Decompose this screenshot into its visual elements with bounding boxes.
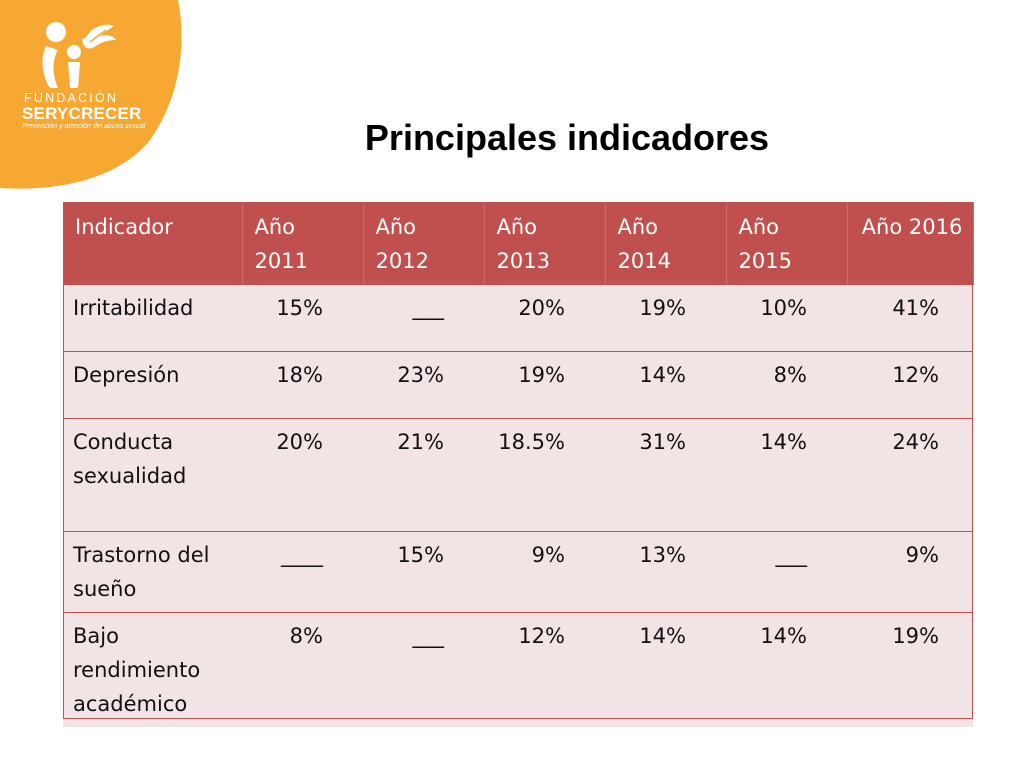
row-label: Bajo rendimiento académico (63, 612, 242, 727)
table-cell: 9% (847, 531, 973, 613)
header-year-2016: Año 2016 (847, 202, 974, 285)
header-year-2011: Año 2011 (242, 202, 364, 285)
table-row: Bajo rendimiento académico 8% ___ 12% 14… (63, 612, 973, 727)
table-cell: 20% (242, 418, 363, 532)
header-year-2012: Año 2012 (363, 202, 485, 285)
row-label: Conducta sexualidad (63, 418, 242, 532)
table-cell: ___ (363, 612, 484, 727)
table-cell: 21% (363, 418, 484, 532)
logo-background-shape (0, 0, 182, 189)
table-cell: 19% (847, 612, 973, 727)
header-indicator: Indicador (63, 202, 243, 285)
logo-name-text: SERYCRECER (22, 104, 142, 123)
table-row: Conducta sexualidad 20% 21% 18.5% 31% 14… (63, 418, 973, 532)
logo-tagline: Prevención y atención del abuso sexual (22, 123, 146, 130)
table-cell: 9% (484, 531, 605, 613)
table-cell: 15% (363, 531, 484, 613)
table-cell: 14% (726, 418, 847, 532)
table-cell: 31% (605, 418, 726, 532)
slide-title: Principales indicadores (364, 117, 770, 158)
header-year-2013: Año 2013 (484, 202, 606, 285)
table-cell: 12% (484, 612, 605, 727)
logo-foundation-text: FUNDACIÓN (24, 91, 119, 105)
table-cell: 41% (847, 284, 973, 352)
table-cell: 19% (484, 351, 605, 419)
table-cell: 8% (726, 351, 847, 419)
table-cell: 24% (847, 418, 973, 532)
row-label: Depresión (63, 351, 242, 419)
table-header-row: Indicador Año 2011 Año 2012 Año 2013 Año… (63, 202, 974, 285)
family-hands-icon (42, 22, 116, 88)
table-cell: ___ (363, 284, 484, 352)
table-cell: 12% (847, 351, 973, 419)
table-cell: 18% (242, 351, 363, 419)
indicators-table: Indicador Año 2011 Año 2012 Año 2013 Año… (63, 202, 974, 727)
table-cell: 18.5% (484, 418, 605, 532)
table-row: Irritabilidad 15% ___ 20% 19% 10% 41% (63, 284, 973, 352)
table-cell: 14% (605, 612, 726, 727)
table-cell: ___ (726, 531, 847, 613)
foundation-logo: FUNDACIÓN SERYCRECER Prevención y atenci… (0, 0, 190, 190)
table-row: Trastorno del sueño ____ 15% 9% 13% ___ … (63, 531, 973, 613)
table-cell: 8% (242, 612, 363, 727)
row-label: Trastorno del sueño (63, 531, 242, 613)
table-cell: ____ (242, 531, 363, 613)
table-cell: 14% (726, 612, 847, 727)
header-year-2014: Año 2014 (605, 202, 727, 285)
header-year-2015: Año 2015 (726, 202, 848, 285)
table-cell: 15% (242, 284, 363, 352)
table-row: Depresión 18% 23% 19% 14% 8% 12% (63, 351, 973, 419)
table-cell: 10% (726, 284, 847, 352)
row-label: Irritabilidad (63, 284, 242, 352)
table-cell: 20% (484, 284, 605, 352)
table-cell: 13% (605, 531, 726, 613)
table-cell: 23% (363, 351, 484, 419)
table-cell: 19% (605, 284, 726, 352)
table-cell: 14% (605, 351, 726, 419)
